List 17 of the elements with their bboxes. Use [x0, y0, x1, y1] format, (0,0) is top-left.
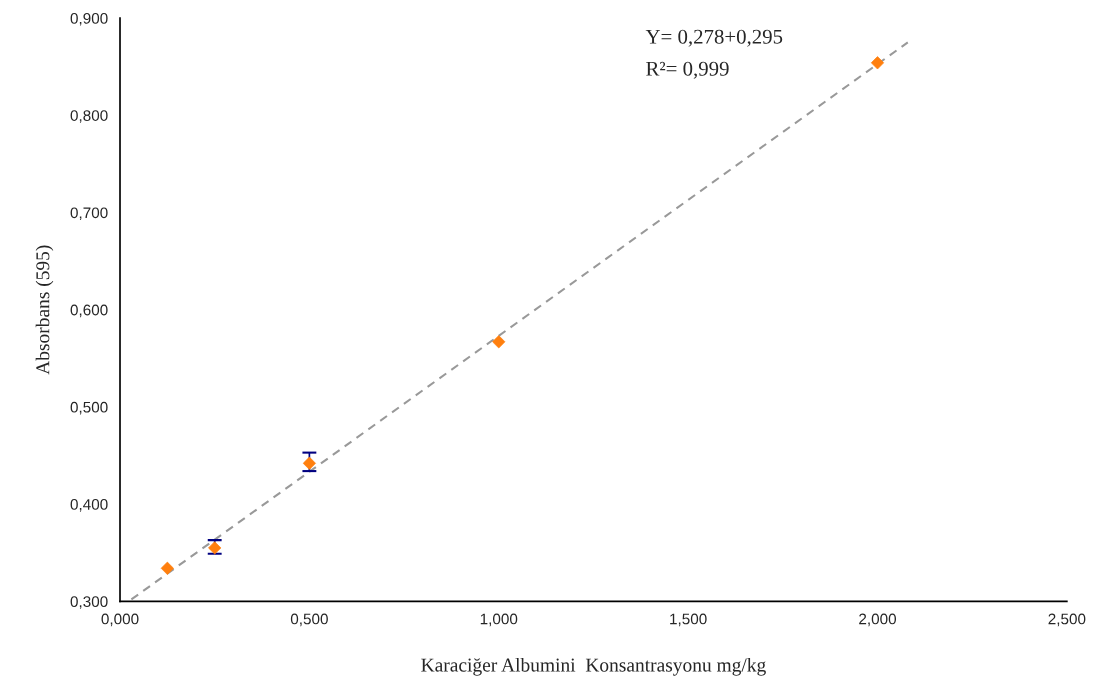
y-tick-label: 0,500 — [70, 401, 108, 415]
annotation: Y= 0,278+0,295 — [645, 29, 783, 47]
x-axis-title: Karaciğer Albumini Konsantrasyonu mg/kg — [421, 657, 766, 676]
y-axis-title: Absorbans (595) — [35, 245, 54, 375]
x-tick-label: 2,000 — [859, 613, 897, 627]
x-tick-label: 0,000 — [101, 613, 139, 627]
x-tick-label: 2,500 — [1048, 613, 1086, 627]
x-tick-label: 1,500 — [670, 613, 707, 627]
x-tick-label: 0,500 — [290, 613, 328, 627]
annotation: R²= 0,999 — [646, 61, 729, 79]
y-tick-label: 0,400 — [70, 499, 108, 512]
y-tick-label: 0,600 — [70, 304, 108, 318]
x-tick-label: 1,000 — [480, 613, 518, 627]
y-tick-label: 0,700 — [70, 207, 108, 220]
y-tick-label: 0,300 — [70, 596, 108, 609]
y-tick-label: 0,800 — [70, 110, 108, 123]
y-tick-label: 0,900 — [70, 12, 108, 26]
